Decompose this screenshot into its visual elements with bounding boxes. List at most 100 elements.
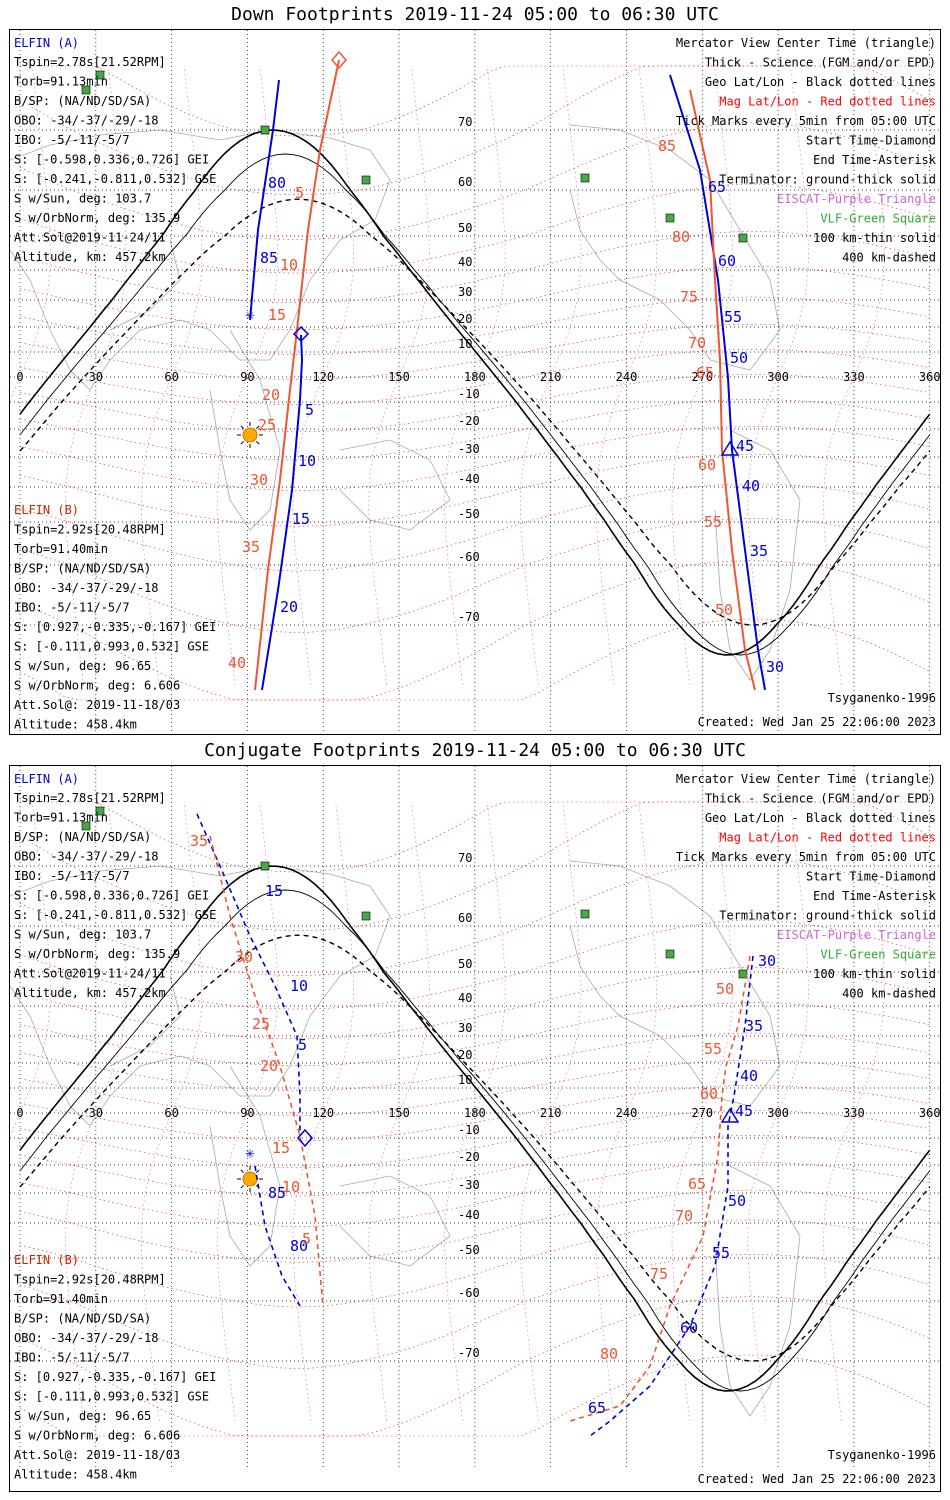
mag-lon-line <box>65 65 127 686</box>
lon-tick-label: 330 <box>843 370 865 384</box>
elfin-b-tick-label: 65 <box>688 1175 706 1193</box>
lon-tick-label: 330 <box>843 1106 865 1120</box>
elfin-b-info-line: S: [-0.111,0.993,0.532] GSE <box>14 640 209 654</box>
vlf-station-square <box>361 911 371 921</box>
lon-tick-label: 0 <box>16 370 23 384</box>
elfin-b-tick-label: 80 <box>672 228 690 246</box>
mag-lat-line <box>19 349 930 406</box>
elfin-a-info-line: S: [-0.241,-0.811,0.532] GSE <box>14 908 216 922</box>
legend-line: Thick - Science (FGM and/or EPD) <box>705 56 936 70</box>
legend-line: Mag Lat/Lon - Red dotted lines <box>719 95 936 109</box>
sun-ray <box>240 1185 244 1189</box>
lat-tick-label: -60 <box>458 550 480 564</box>
elfin-a-tick-label: 30 <box>758 952 776 970</box>
elfin-b-info-line: S w/Sun, deg: 96.65 <box>14 659 151 673</box>
legend-line: Start Time-Diamond <box>806 134 936 148</box>
elfin-a-info-line: B/SP: (NA/ND/SD/SA) <box>14 94 151 108</box>
mag-lon-line <box>292 65 354 686</box>
elfin-a-end-asterisk: ✳ <box>245 305 255 324</box>
coastline-5 <box>109 975 181 1067</box>
mag-lon-line <box>671 65 733 686</box>
elfin-b-info-line: Tspin=2.92s[20.48RPM] <box>14 523 166 537</box>
lat-tick-label: 40 <box>458 255 472 269</box>
created-label: Created: Wed Jan 25 22:06:00 2023 <box>698 715 936 729</box>
elfin-b-tick-label: 55 <box>704 513 722 531</box>
lon-tick-label: 300 <box>767 1106 789 1120</box>
mag-lon-line <box>292 801 354 1422</box>
elfin-b-heading: ELFIN (B) <box>14 503 79 517</box>
mag-lat-line <box>19 1254 930 1369</box>
elfin-a-tick-label: 10 <box>298 452 316 470</box>
map-panel-conjugate: 70 60 50 40 30 20 10 -10 -20 -30 -40 -50 -60 -70 0 30 60… <box>9 765 941 1492</box>
vlf-station-square <box>738 233 748 243</box>
coastline-4 <box>339 439 451 531</box>
elfin-a-info-line: Torb=91.13min <box>14 75 108 89</box>
elfin-a-info-line: Att.Sol@2019-11-24/11 <box>14 231 166 245</box>
lon-tick-label: 300 <box>767 370 789 384</box>
mag-lat-line <box>19 1032 930 1091</box>
elfin-b-tick-label: 15 <box>272 1139 290 1157</box>
legend-line: Tick Marks every 5min from 05:00 UTC <box>676 850 936 864</box>
legend-line: EISCAT-Purple Triangle <box>777 928 936 942</box>
legend-line: 400 km-dashed <box>842 251 936 265</box>
terminator-ground <box>19 129 931 656</box>
elfin-b-heading: ELFIN (B) <box>14 1253 79 1267</box>
elfin-a-tick-label: 45 <box>735 1102 753 1120</box>
elfin-a-info-line: IBO: -5/-11/-5/7 <box>14 133 130 147</box>
mag-lat-line <box>19 399 930 461</box>
vlf-station-square <box>81 821 91 831</box>
elfin-b-tick-label: 60 <box>698 456 716 474</box>
mag-lat-line <box>19 1085 930 1142</box>
legend-line: VLF-Green Square <box>820 948 936 962</box>
elfin-a-tick-label: 50 <box>730 349 748 367</box>
elfin-b-info-line: B/SP: (NA/ND/SD/SA) <box>14 562 151 576</box>
elfin-b-info-line: S w/Sun, deg: 96.65 <box>14 1409 151 1423</box>
elfin-a-track-west <box>196 813 301 1136</box>
lon-tick-label: 30 <box>89 1106 103 1120</box>
created-label: Created: Wed Jan 25 22:06:00 2023 <box>698 1472 936 1486</box>
elfin-a-tick-label: 55 <box>712 1244 730 1262</box>
elfin-a-tick-label: 50 <box>728 1192 746 1210</box>
lon-tick-label: 120 <box>312 1106 334 1120</box>
lat-tick-label: 50 <box>458 221 472 235</box>
lon-tick-label: 240 <box>616 1106 638 1120</box>
elfin-a-heading: ELFIN (A) <box>14 36 79 50</box>
elfin-a-tick-label: 40 <box>740 1067 758 1085</box>
lon-tick-label: 210 <box>540 1106 562 1120</box>
lon-tick-label: 30 <box>89 370 103 384</box>
lat-tick-label: 10 <box>458 1073 472 1087</box>
legend-line: VLF-Green Square <box>820 212 936 226</box>
elfin-b-tick-label: 30 <box>235 948 253 966</box>
lon-tick-label: 360 <box>919 1106 940 1120</box>
mag-lon-line <box>10 65 51 402</box>
lat-tick-label: -40 <box>458 472 480 486</box>
elfin-a-track-east <box>589 955 754 1437</box>
legend-line: Thick - Science (FGM and/or EPD) <box>705 792 936 806</box>
elfin-a-start-diamond <box>297 1128 313 1148</box>
elfin-b-tick-label: 30 <box>250 471 268 489</box>
mag-lat-line <box>19 1059 930 1116</box>
mag-lon-line <box>444 65 506 686</box>
elfin-b-info-line: Att.Sol@: 2019-11-18/03 <box>14 1448 180 1462</box>
elfin-b-tick-label: 70 <box>675 1207 693 1225</box>
mag-lon-line <box>823 65 885 686</box>
elfin-a-tick-label: 60 <box>680 1319 698 1337</box>
elfin-a-tick-label: 35 <box>750 542 768 560</box>
mag-lat-line <box>19 518 930 633</box>
sun-ray <box>240 425 244 429</box>
elfin-b-tick-label: 40 <box>228 654 246 672</box>
elfin-a-end-asterisk: ✳ <box>245 1143 255 1162</box>
sun-ray <box>240 1169 244 1173</box>
lat-tick-label: -50 <box>458 507 480 521</box>
panel-title-down: Down Footprints 2019-11-24 05:00 to 06:3… <box>231 4 719 25</box>
lon-tick-label: 150 <box>388 1106 410 1120</box>
elfin-a-info-line: S w/Sun, deg: 103.7 <box>14 192 151 206</box>
mag-lat-line <box>19 296 930 355</box>
elfin-b-tick-label: 25 <box>258 416 276 434</box>
elfin-a-track-east <box>669 74 766 691</box>
elfin-a-tick-label: 10 <box>290 977 308 995</box>
elfin-a-info-line: Att.Sol@2019-11-24/11 <box>14 967 166 981</box>
lat-tick-label: -20 <box>458 414 480 428</box>
mag-lon-line <box>595 801 658 1422</box>
elfin-a-tick-label: 60 <box>718 252 736 270</box>
